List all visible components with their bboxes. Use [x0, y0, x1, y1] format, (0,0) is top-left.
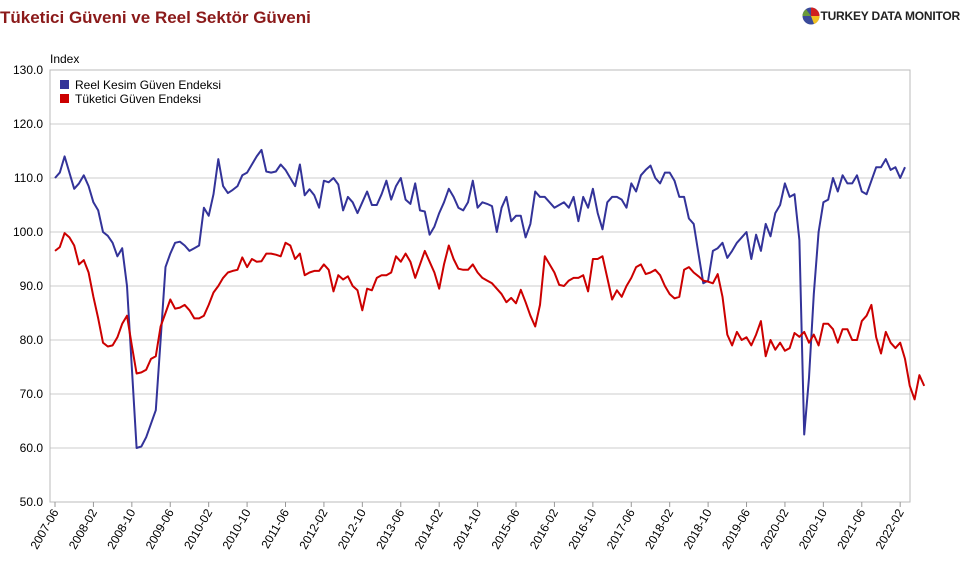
y-axis: 130.0 120.0 110.0 100.0 90.0 80.0 70.0 60.0 50.0: [13, 63, 43, 509]
x-tick-label: 2019-06: [719, 506, 753, 551]
x-tick-label: 2011-06: [258, 506, 292, 551]
plot-area: [49, 69, 911, 503]
x-tick-label: 2008-10: [104, 506, 138, 551]
x-tick-label: 2014-10: [450, 506, 484, 551]
series-line-reel-kesim: [54, 148, 906, 449]
series-lines: [54, 148, 926, 449]
x-tick-label: 2015-06: [488, 506, 522, 551]
legend-swatch: [60, 80, 69, 89]
x-tick-label: 2007-06: [27, 506, 61, 551]
legend-label: Tüketici Güven Endeksi: [75, 92, 201, 106]
y-tick-label: 100.0: [13, 225, 43, 239]
y-tick-label: 50.0: [20, 495, 44, 509]
x-tick-label: 2010-10: [220, 506, 254, 551]
x-tick-label: 2010-02: [181, 506, 215, 551]
x-tick-label: 2017-06: [604, 506, 638, 551]
series-line-tuketici: [54, 232, 926, 401]
chart-title: Tüketici Güveni ve Reel Sektör Güveni: [0, 8, 311, 27]
y-tick-label: 110.0: [14, 171, 43, 185]
x-tick-label: 2008-02: [66, 506, 100, 551]
x-axis: 2007-06 2008-02 2008-10 2009-06 2010-02 2010-…: [27, 502, 907, 552]
x-tick-label: 2018-02: [642, 506, 676, 551]
x-tick-label: 2021-06: [834, 506, 868, 551]
x-tick-label: 2018-10: [681, 506, 715, 551]
x-tick-label: 2014-02: [412, 506, 446, 551]
y-tick-label: 70.0: [20, 387, 44, 401]
y-tick-label: 120.0: [13, 117, 43, 131]
brand-name: TURKEY DATA MONITOR: [820, 9, 960, 23]
y-tick-label: 90.0: [20, 279, 44, 293]
x-tick-label: 2009-06: [143, 506, 177, 551]
x-tick-label: 2022-02: [873, 506, 907, 551]
x-tick-label: 2012-02: [296, 506, 330, 551]
x-tick-label: 2020-02: [757, 506, 791, 551]
brand-logo: TURKEY DATA MONITOR: [802, 7, 960, 25]
legend-label: Reel Kesim Güven Endeksi: [75, 78, 221, 92]
pie-globe-icon: [802, 7, 820, 25]
y-tick-label: 80.0: [20, 333, 44, 347]
x-tick-label: 2020-10: [796, 506, 830, 551]
x-tick-label: 2016-02: [527, 506, 561, 551]
x-tick-label: 2016-10: [565, 506, 599, 551]
x-tick-label: 2012-10: [335, 506, 369, 551]
y-tick-label: 130.0: [13, 63, 43, 77]
y-tick-label: 60.0: [20, 441, 44, 455]
x-tick-label: 2013-06: [373, 506, 407, 551]
y-axis-label: Index: [50, 52, 79, 66]
grid: [50, 69, 910, 503]
legend-swatch: [60, 94, 69, 103]
